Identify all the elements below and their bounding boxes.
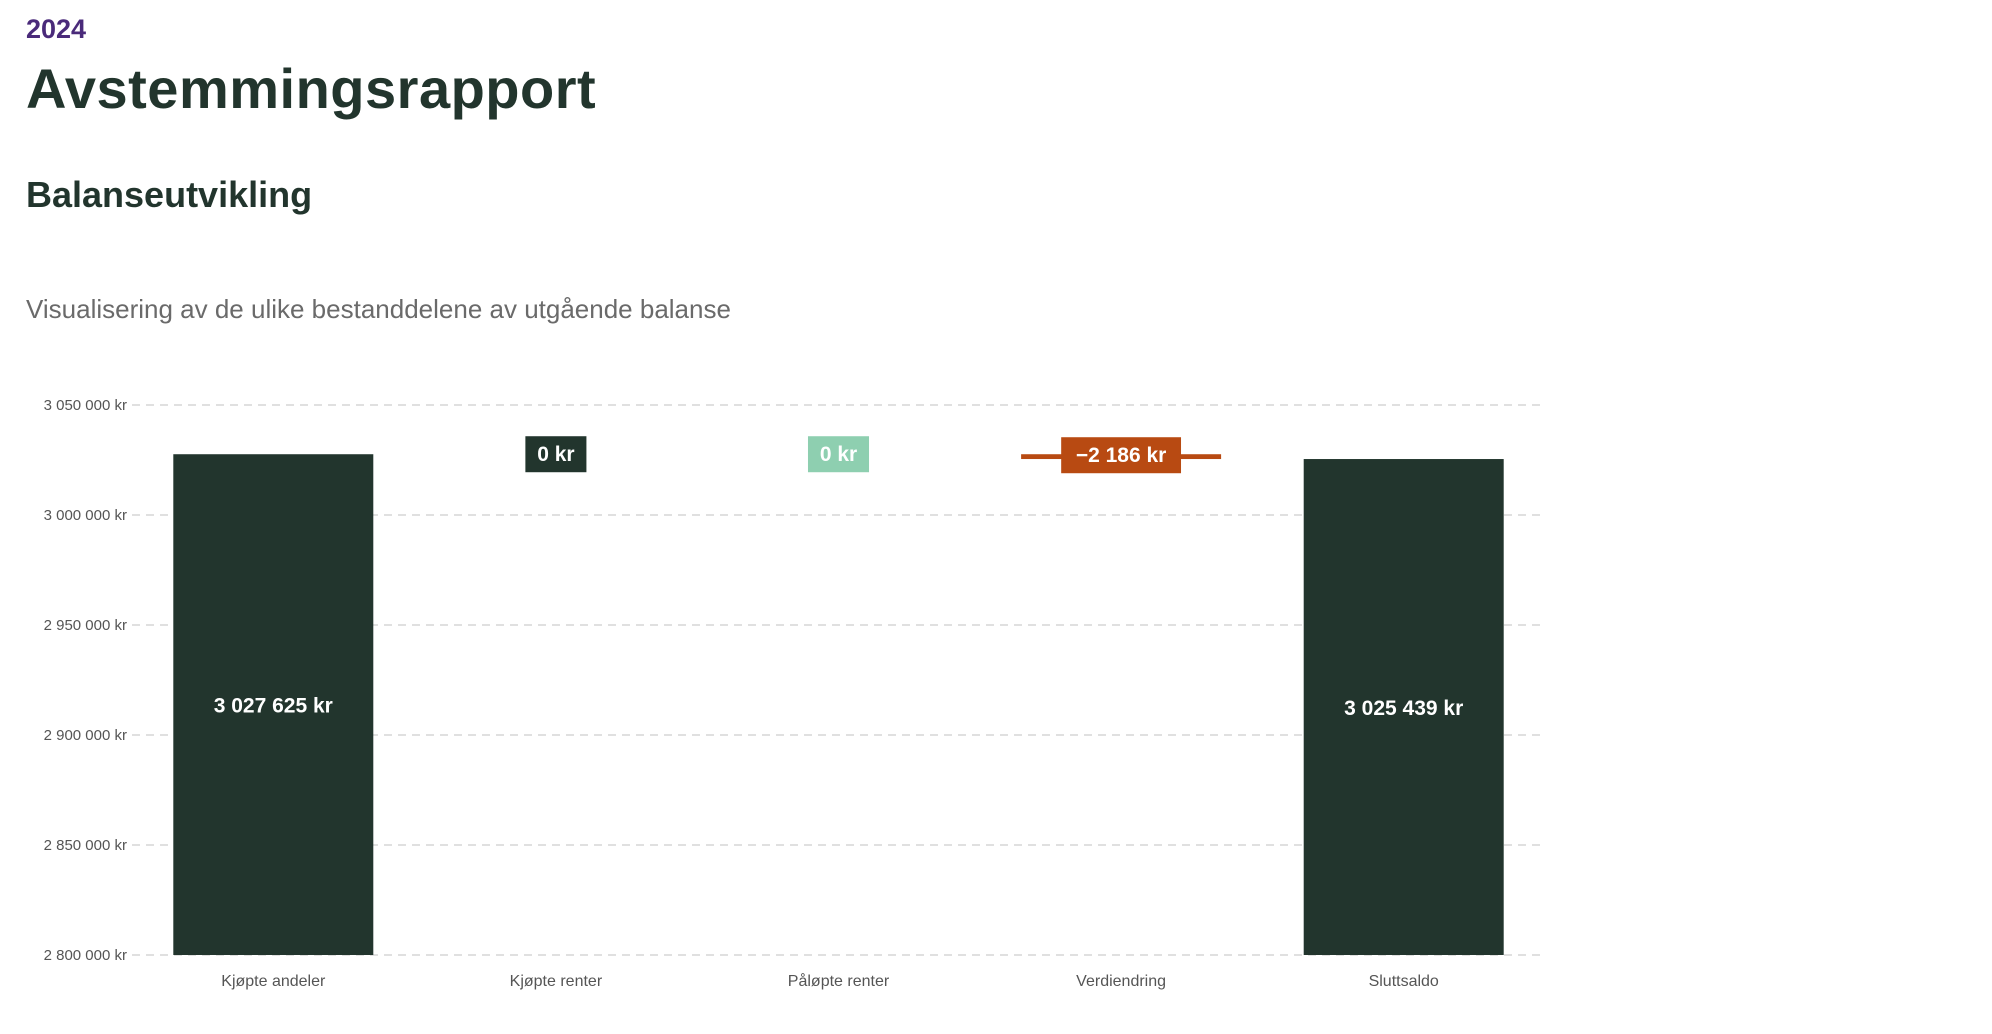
- y-tick-label: 2 900 000 kr: [44, 727, 127, 744]
- report-year: 2024: [26, 14, 87, 44]
- bar-value-label: 3 027 625 kr: [214, 695, 333, 718]
- x-axis-tick-labels: Kjøpte andeler Kjøpte renter Påløpte rente…: [221, 972, 1439, 990]
- y-tick-label: 3 000 000 kr: [44, 507, 127, 524]
- value-label-background: [807, 436, 870, 473]
- x-tick-label: Kjøpte andeler: [221, 973, 326, 990]
- y-tick-label: 3 050 000 kr: [44, 397, 127, 414]
- value-labels: 3 027 625 kr 0 kr 0 kr −2 186 kr 3 025 439 k…: [214, 436, 1463, 720]
- page-title: Avstemmingsrapport: [26, 57, 597, 120]
- bar-value-label: 3 025 439 kr: [1344, 697, 1463, 720]
- y-tick-label: 2 800 000 kr: [44, 947, 127, 964]
- y-tick-label: 2 950 000 kr: [44, 617, 127, 634]
- waterfall-chart: 2 800 000 kr 2 850 000 kr 2 900 000 kr 2 95…: [44, 397, 1545, 990]
- y-axis-tick-labels: 2 800 000 kr 2 850 000 kr 2 900 000 kr 2 95…: [44, 397, 127, 964]
- x-tick-label: Kjøpte renter: [510, 973, 603, 990]
- bar-4: [1303, 459, 1504, 955]
- bar-0: [173, 454, 374, 955]
- section-title: Balanseutvikling: [26, 174, 313, 215]
- section-subtitle: Visualisering av de ulike bestanddelene …: [26, 294, 731, 324]
- value-label-background: [525, 436, 587, 473]
- bar-value-label: −2 186 kr: [1076, 444, 1167, 467]
- bars: [173, 454, 1504, 955]
- bar-value-label: 0 kr: [820, 443, 857, 466]
- x-tick-label: Sluttsaldo: [1369, 973, 1439, 990]
- x-tick-label: Verdiendring: [1076, 973, 1166, 990]
- value-label-background: [1061, 437, 1182, 474]
- bar-value-label: 0 kr: [537, 443, 574, 466]
- x-tick-label: Påløpte renter: [788, 972, 890, 990]
- y-tick-label: 2 850 000 kr: [44, 837, 127, 854]
